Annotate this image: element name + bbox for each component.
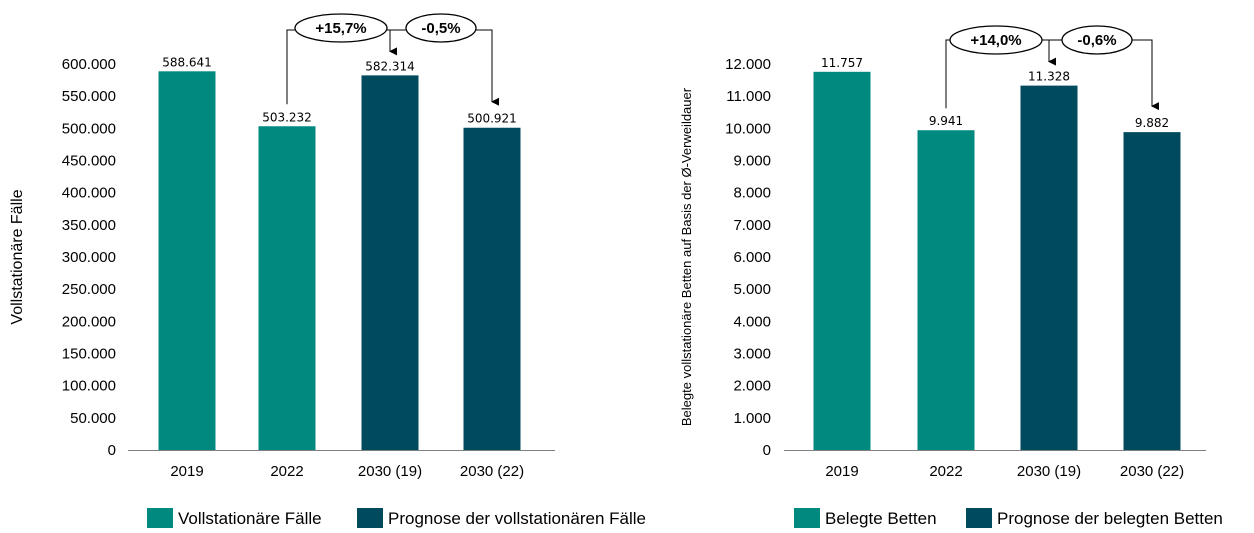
y-tick-label: 450.000 [62, 153, 116, 170]
y-tick-label: 3.000 [733, 346, 771, 363]
x-tick-label: 2019 [825, 463, 858, 480]
y-tick-label: 100.000 [62, 378, 116, 395]
x-tick-label: 2019 [170, 463, 203, 480]
arrow-icon [1132, 39, 1159, 111]
data-label: 9.941 [929, 114, 963, 128]
y-tick-label: 250.000 [62, 281, 116, 298]
bar [1020, 85, 1078, 450]
legend-label: Vollstationäre Fälle [178, 509, 322, 528]
data-label: 588.641 [162, 55, 212, 69]
data-label: 503.232 [262, 110, 312, 124]
change-label: +15,7% [315, 20, 366, 37]
legend-label: Prognose der vollstationären Fälle [388, 509, 646, 528]
y-tick-label: 300.000 [62, 249, 116, 266]
change-badge [949, 25, 1043, 55]
y-tick-label: 10.000 [725, 120, 771, 137]
y-tick-label: 400.000 [62, 185, 116, 202]
bar [258, 126, 316, 450]
x-tick-label: 2022 [270, 463, 303, 480]
y-tick-label: 50.000 [70, 410, 116, 427]
y-tick-label: 550.000 [62, 88, 116, 105]
change-badge [294, 13, 388, 43]
y-tick-label: 600.000 [62, 56, 116, 73]
x-tick-label: 2030 (19) [358, 463, 422, 480]
y-tick-label: 0 [108, 442, 116, 459]
y-tick-label: 150.000 [62, 346, 116, 363]
bar [813, 71, 871, 450]
y-tick-label: 6.000 [733, 249, 771, 266]
legend-swatch [794, 508, 820, 528]
change-label: +14,0% [970, 32, 1021, 49]
y-tick-label: 0 [763, 442, 771, 459]
x-tick-label: 2022 [929, 463, 962, 480]
y-tick-label: 1.000 [733, 410, 771, 427]
y-axis-title: Belegte vollstationäre Betten auf Basis … [679, 87, 694, 426]
bar [917, 130, 975, 450]
x-tick-label: 2030 (22) [1120, 463, 1184, 480]
bar [158, 71, 216, 451]
data-label: 500.921 [467, 112, 517, 126]
y-tick-label: 5.000 [733, 281, 771, 298]
y-tick-label: 4.000 [733, 313, 771, 330]
legend-swatch [147, 508, 173, 528]
y-tick-label: 500.000 [62, 120, 116, 137]
y-tick-label: 11.000 [726, 88, 771, 105]
data-label: 11.328 [1028, 70, 1070, 84]
x-tick-label: 2030 (19) [1017, 463, 1081, 480]
y-tick-label: 200.000 [62, 313, 116, 330]
chart-panel-1: 0 50.000 100.000 150.000 200.000 250.000 300.0… [9, 13, 646, 528]
legend-label: Belegte Betten [825, 509, 937, 528]
bar [463, 127, 521, 451]
change-badge [1061, 25, 1133, 55]
change-label: -0,6% [1077, 32, 1116, 49]
bar [1123, 132, 1181, 450]
change-bracket-line [945, 39, 950, 109]
change-badge [405, 13, 477, 43]
x-tick-label: 2030 (22) [460, 463, 524, 480]
legend-swatch [966, 508, 992, 528]
legend-swatch [357, 508, 383, 528]
y-tick-label: 9.000 [733, 153, 771, 170]
y-tick-label: 350.000 [62, 217, 116, 234]
change-bracket-line [286, 29, 295, 105]
data-label: 9.882 [1135, 116, 1169, 130]
data-label: 582.314 [365, 59, 415, 73]
arrow-icon [476, 29, 499, 106]
y-tick-label: 8.000 [733, 185, 771, 202]
chart-panel-2: 0 1.000 2.000 3.000 4.000 5.000 6.000 7.000 8.00… [679, 25, 1223, 528]
legend-label: Prognose der belegten Betten [997, 509, 1223, 528]
data-label: 11.757 [821, 56, 863, 70]
change-label: -0,5% [421, 20, 460, 37]
y-axis-title: Vollstationäre Fälle [9, 189, 26, 324]
y-tick-label: 12.000 [725, 56, 771, 73]
y-tick-label: 2.000 [733, 378, 771, 395]
bar [361, 75, 419, 450]
y-tick-label: 7.000 [733, 217, 771, 234]
